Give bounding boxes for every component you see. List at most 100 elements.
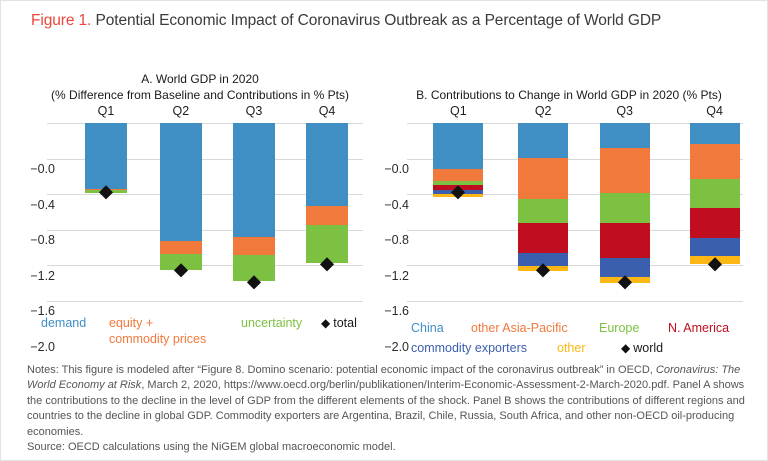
bar-segment-demand bbox=[306, 123, 349, 206]
legend-diamond-icon: ◆ bbox=[321, 316, 331, 330]
y-tick-label: −0.8 bbox=[30, 233, 55, 248]
bar-segment-other-asia-pacific bbox=[689, 143, 740, 180]
legend-item-equity-commodity-prices: equity + commodity prices bbox=[109, 316, 207, 346]
gridline bbox=[407, 158, 743, 160]
legend-item-europe: Europe bbox=[599, 321, 640, 335]
category-label-q3: Q3 bbox=[245, 104, 263, 118]
legend-item-other-asia-pacific: other Asia-Pacific bbox=[471, 321, 568, 335]
panel-a-chart: A. World GDP in 2020 (% Difference from … bbox=[19, 57, 363, 354]
gridline bbox=[47, 158, 363, 160]
panel-b-plot bbox=[407, 123, 743, 302]
legend-row: demand equity + commodity prices uncertain… bbox=[41, 315, 363, 347]
bar-segment-europe bbox=[433, 180, 484, 186]
bar-segment-europe bbox=[599, 193, 650, 223]
panel-a-plot-area: −0.0 −0.4 −0.8 −1.2 −1.6 −2.0 Q1 Q2 Q3 Q4 bbox=[19, 103, 363, 354]
figure-title: Figure 1. Potential Economic Impact of C… bbox=[31, 12, 661, 30]
panel-a-plot bbox=[47, 123, 363, 302]
bar-segment-china bbox=[518, 123, 569, 158]
stacked-bar-q3 bbox=[232, 123, 275, 282]
bar-segment-europe bbox=[689, 179, 740, 208]
panel-a-legend: demand equity + commodity prices uncertain… bbox=[19, 315, 363, 347]
panel-a-x-axis: Q1 Q2 Q3 Q4 bbox=[61, 103, 363, 123]
legend-item-total: ◆ total bbox=[321, 316, 357, 330]
notes-text: Notes: This figure is modeled after “Fig… bbox=[27, 363, 759, 440]
legend-row: China other Asia-Pacific Europe N. America bbox=[411, 320, 743, 336]
bar-segment-equity-commodity-prices bbox=[306, 205, 349, 226]
bar-segment-equity-commodity-prices bbox=[159, 240, 202, 254]
panel-b-x-axis: Q1 Q2 Q3 Q4 bbox=[417, 103, 743, 123]
bar-segment-commodity-exporters bbox=[518, 252, 569, 267]
category-label-q3: Q3 bbox=[616, 104, 633, 118]
figure-title-text: Potential Economic Impact of Coronavirus… bbox=[91, 12, 662, 29]
gridline bbox=[47, 123, 363, 124]
bar-segment-n-america bbox=[518, 222, 569, 253]
bar-segment-demand bbox=[232, 123, 275, 237]
category-label-q2: Q2 bbox=[172, 104, 190, 118]
stacked-bar-q4 bbox=[689, 123, 740, 264]
y-tick-label: −1.2 bbox=[384, 268, 409, 283]
y-tick-label: −1.6 bbox=[30, 304, 55, 319]
legend-item-world: ◆ world bbox=[621, 341, 664, 355]
legend-item-china: China bbox=[411, 321, 444, 335]
panel-a-subtitle-line: (% Difference from Baseline and Contribu… bbox=[51, 88, 349, 102]
legend-item-other: other bbox=[557, 341, 586, 355]
bar-segment-uncertainty bbox=[306, 225, 349, 263]
bar-segment-equity-commodity-prices bbox=[232, 236, 275, 255]
gridline bbox=[47, 194, 363, 196]
gridline bbox=[407, 265, 743, 267]
legend-row: commodity exporters other ◆ world bbox=[411, 340, 743, 356]
bar-segment-other-asia-pacific bbox=[433, 169, 484, 181]
notes-segment: Notes: This figure is modeled after “Fig… bbox=[27, 364, 656, 376]
category-label-q1: Q1 bbox=[450, 104, 467, 118]
bar-segment-demand bbox=[84, 123, 127, 189]
y-tick-label: −1.6 bbox=[384, 304, 409, 319]
y-tick-label: −2.0 bbox=[384, 340, 409, 354]
y-tick-label: −1.2 bbox=[30, 268, 55, 283]
legend-diamond-icon: ◆ bbox=[621, 341, 631, 355]
panel-b-title: B. Contributions to Change in World GDP … bbox=[383, 57, 743, 103]
gridline bbox=[407, 194, 743, 196]
legend-item-n-america: N. America bbox=[668, 321, 730, 335]
legend-item-commodity-exporters: commodity exporters bbox=[411, 341, 528, 355]
bar-segment-demand bbox=[159, 123, 202, 241]
panel-a-title-line: A. World GDP in 2020 bbox=[141, 72, 259, 86]
panel-b-chart: B. Contributions to Change in World GDP … bbox=[383, 57, 743, 360]
y-tick-label: −0.4 bbox=[30, 197, 55, 212]
legend-item-uncertainty: uncertainty bbox=[241, 316, 303, 330]
stacked-bar-q2 bbox=[159, 123, 202, 270]
stacked-bar-q4 bbox=[306, 123, 349, 263]
bar-segment-china bbox=[599, 123, 650, 148]
figure-number-label: Figure 1. bbox=[31, 12, 92, 29]
bar-segment-commodity-exporters bbox=[599, 258, 650, 277]
panel-a-y-axis: −0.0 −0.4 −0.8 −1.2 −1.6 −2.0 bbox=[19, 162, 57, 354]
stacked-bar-q1 bbox=[84, 123, 127, 194]
y-tick-label: −2.0 bbox=[30, 340, 55, 354]
gridline bbox=[47, 229, 363, 231]
source-text: Source: OECD calculations using the NiGE… bbox=[27, 441, 396, 454]
gridline bbox=[407, 301, 743, 302]
notes-italic-segment: Coronavirus: The World Economy at Risk bbox=[27, 364, 741, 392]
bar-segment-other-asia-pacific bbox=[518, 157, 569, 199]
bar-segment-n-america bbox=[599, 222, 650, 259]
figure-notes: Notes: This figure is modeled after “Fig… bbox=[27, 363, 759, 455]
gridline bbox=[47, 301, 363, 302]
panel-b-plot-area: −0.0 −0.4 −0.8 −1.2 −1.6 −2.0 Q1 Q2 Q3 Q4 bbox=[383, 103, 743, 354]
panel-b-y-axis: −0.0 −0.4 −0.8 −1.2 −1.6 −2.0 bbox=[383, 162, 411, 354]
gridline bbox=[407, 123, 743, 124]
bar-segment-commodity-exporters bbox=[689, 237, 740, 256]
panel-b-legend: China other Asia-Pacific Europe N. America c… bbox=[383, 320, 743, 356]
stacked-bar-q3 bbox=[599, 123, 650, 284]
bar-segment-europe bbox=[518, 198, 569, 223]
panel-b-title-line: B. Contributions to Change in World GDP … bbox=[416, 88, 722, 102]
category-label-q4: Q4 bbox=[318, 104, 336, 118]
category-label-q2: Q2 bbox=[534, 104, 552, 118]
bar-segment-uncertainty bbox=[159, 253, 202, 270]
y-tick-label: −0.0 bbox=[384, 162, 409, 176]
y-tick-label: −0.0 bbox=[30, 162, 55, 176]
panel-a-title: A. World GDP in 2020 (% Difference from … bbox=[19, 57, 363, 103]
y-tick-label: −0.8 bbox=[384, 233, 409, 248]
gridline bbox=[407, 229, 743, 231]
gridline bbox=[47, 265, 363, 267]
bar-segment-n-america bbox=[689, 207, 740, 238]
bar-segment-china bbox=[433, 123, 484, 170]
